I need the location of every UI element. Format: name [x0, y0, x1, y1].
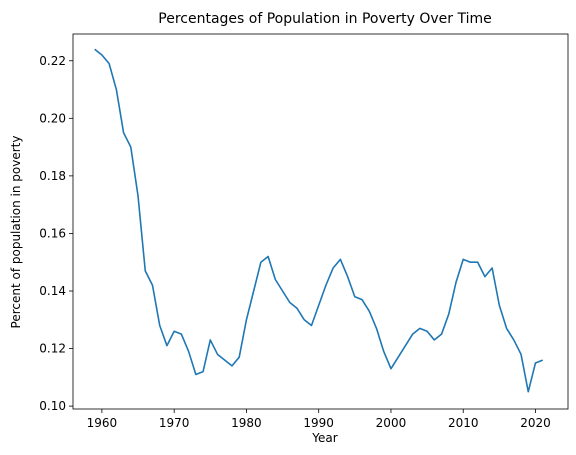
x-axis-title: Year: [311, 431, 337, 445]
y-tick-label: 0.14: [39, 284, 66, 298]
x-tick-label: 2000: [376, 416, 407, 430]
y-tick-label: 0.16: [39, 226, 66, 240]
series-line: [94, 48, 544, 393]
y-tick-label: 0.22: [39, 54, 66, 68]
y-axis: 0.10 0.12 0.14 0.16 0.18 0.20 0.22: [39, 54, 73, 413]
plot-frame: [72, 33, 569, 410]
y-tick-label: 0.10: [39, 399, 66, 413]
x-tick-label: 2020: [520, 416, 551, 430]
y-tick-label: 0.20: [39, 111, 66, 125]
x-tick-label: 2010: [448, 416, 479, 430]
y-tick-label: 0.12: [39, 342, 66, 356]
x-tick-label: 1980: [231, 416, 262, 430]
y-tick-label: 0.18: [39, 169, 66, 183]
x-tick-label: 1960: [87, 416, 118, 430]
y-axis-title: Percent of population in poverty: [9, 136, 23, 329]
chart-title: Percentages of Population in Poverty Ove…: [158, 11, 491, 27]
x-axis: 1960 1970 1980 1990 2000 2010 2020: [87, 409, 551, 430]
x-tick-label: 1990: [303, 416, 334, 430]
x-tick-label: 1970: [159, 416, 190, 430]
plot-area: [94, 48, 544, 393]
